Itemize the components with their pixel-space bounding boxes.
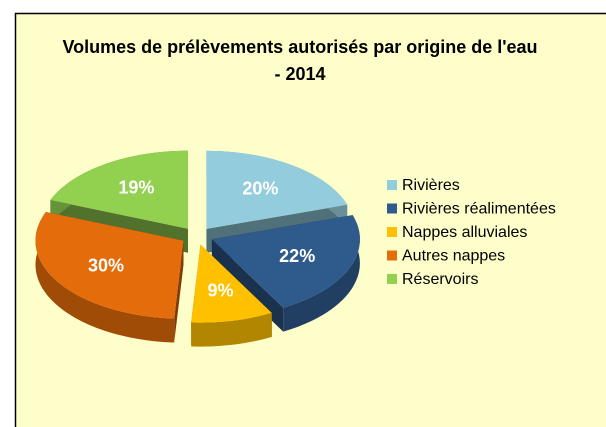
legend-label: Autres nappes xyxy=(402,248,505,265)
data-label: 9% xyxy=(207,281,233,301)
legend-label: Rivières xyxy=(402,177,460,194)
slice-side xyxy=(283,215,360,332)
slice xyxy=(191,244,272,323)
legend-swatch xyxy=(387,274,397,284)
data-label: 30% xyxy=(88,255,124,275)
legend-swatch xyxy=(387,180,397,190)
data-label: 22% xyxy=(279,246,315,266)
legend-label: Nappes alluviales xyxy=(402,224,527,241)
legend-swatch xyxy=(387,203,397,214)
slice-side xyxy=(35,212,175,343)
chart-title: Volumes de prélèvements autorisés par or… xyxy=(62,37,538,84)
slice xyxy=(50,150,189,229)
legend-swatch xyxy=(387,250,397,261)
data-label: 20% xyxy=(242,179,278,199)
slice xyxy=(211,215,360,308)
slice-side xyxy=(191,312,272,347)
data-label: 19% xyxy=(118,177,154,197)
legend-swatch xyxy=(387,227,397,237)
legend-label: Réservoirs xyxy=(402,271,478,288)
slice xyxy=(35,212,184,319)
slice-wall xyxy=(174,240,184,343)
slice xyxy=(206,150,348,229)
legend-label: Rivières réalimentées xyxy=(402,201,556,218)
